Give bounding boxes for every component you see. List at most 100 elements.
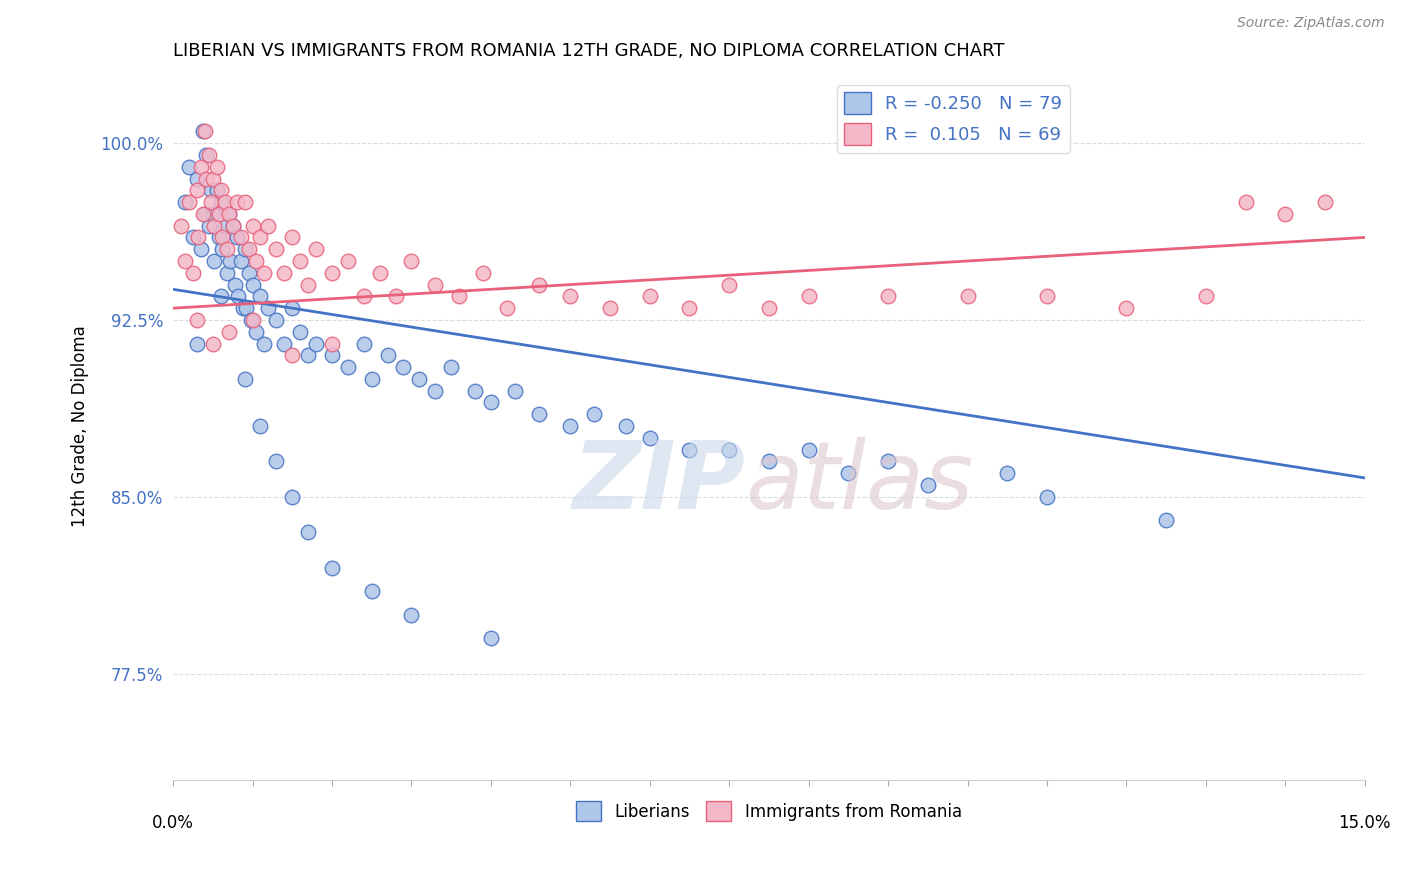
Point [211,230,233,244]
Point [471,266,494,280]
Point [209,289,232,303]
Point [321,266,343,280]
Point [281,490,304,504]
Point [249,289,271,303]
Point [221,219,243,233]
Point [281,230,304,244]
Point [368,266,391,280]
Point [797,442,820,457]
Point [464,384,486,398]
Point [718,277,741,292]
Point [305,242,328,256]
Text: LIBERIAN VS IMMIGRANTS FROM ROMANIA 12TH GRADE, NO DIPLOMA CORRELATION CHART: LIBERIAN VS IMMIGRANTS FROM ROMANIA 12TH… [173,42,1004,60]
Text: 0.0%: 0.0% [152,814,194,832]
Point [290,325,312,339]
Point [177,160,200,174]
Point [225,230,247,244]
Text: ZIP: ZIP [572,436,745,529]
Point [353,289,375,303]
Point [1234,195,1257,210]
Point [257,301,280,315]
Point [233,195,256,210]
Point [440,360,463,375]
Point [583,407,606,421]
Point [218,325,240,339]
Point [186,336,208,351]
Point [266,454,288,468]
Point [249,230,271,244]
Text: atlas: atlas [745,437,973,528]
Point [201,336,224,351]
Point [208,207,231,221]
Point [353,336,375,351]
Point [218,207,240,221]
Point [187,230,209,244]
Y-axis label: 12th Grade, No Diploma: 12th Grade, No Diploma [72,326,89,527]
Point [321,560,343,574]
Point [186,183,208,197]
Point [360,372,382,386]
Point [758,301,780,315]
Point [239,313,262,327]
Point [181,266,204,280]
Point [336,254,359,268]
Point [195,171,218,186]
Point [229,230,252,244]
Point [214,195,236,210]
Point [198,148,221,162]
Point [249,419,271,434]
Point [837,466,859,480]
Point [1036,289,1059,303]
Point [205,160,228,174]
Point [218,207,240,221]
Point [181,230,204,244]
Point [449,289,471,303]
Point [219,254,242,268]
Point [877,454,900,468]
Point [232,301,254,315]
Point [425,384,447,398]
Point [200,195,222,210]
Point [638,289,661,303]
Point [245,254,267,268]
Point [202,219,225,233]
Point [233,242,256,256]
Point [527,277,550,292]
Point [678,442,700,457]
Point [198,219,221,233]
Point [273,336,295,351]
Point [305,336,328,351]
Point [336,360,359,375]
Point [560,289,582,303]
Point [266,242,288,256]
Point [233,372,256,386]
Point [758,454,780,468]
Point [599,301,621,315]
Point [209,195,232,210]
Point [401,607,423,622]
Point [1154,513,1177,527]
Point [200,183,222,197]
Point [193,207,215,221]
Point [401,254,423,268]
Point [186,313,208,327]
Point [174,195,197,210]
Point [321,348,343,362]
Point [201,207,224,221]
Point [217,266,239,280]
Point [224,277,246,292]
Point [209,183,232,197]
Point [360,584,382,599]
Point [297,277,319,292]
Point [392,360,415,375]
Text: 15.0%: 15.0% [1339,814,1391,832]
Point [384,289,406,303]
Point [917,478,939,492]
Point [425,277,447,292]
Point [408,372,430,386]
Point [242,219,264,233]
Point [678,301,700,315]
Point [273,266,295,280]
Point [238,266,260,280]
Point [797,289,820,303]
